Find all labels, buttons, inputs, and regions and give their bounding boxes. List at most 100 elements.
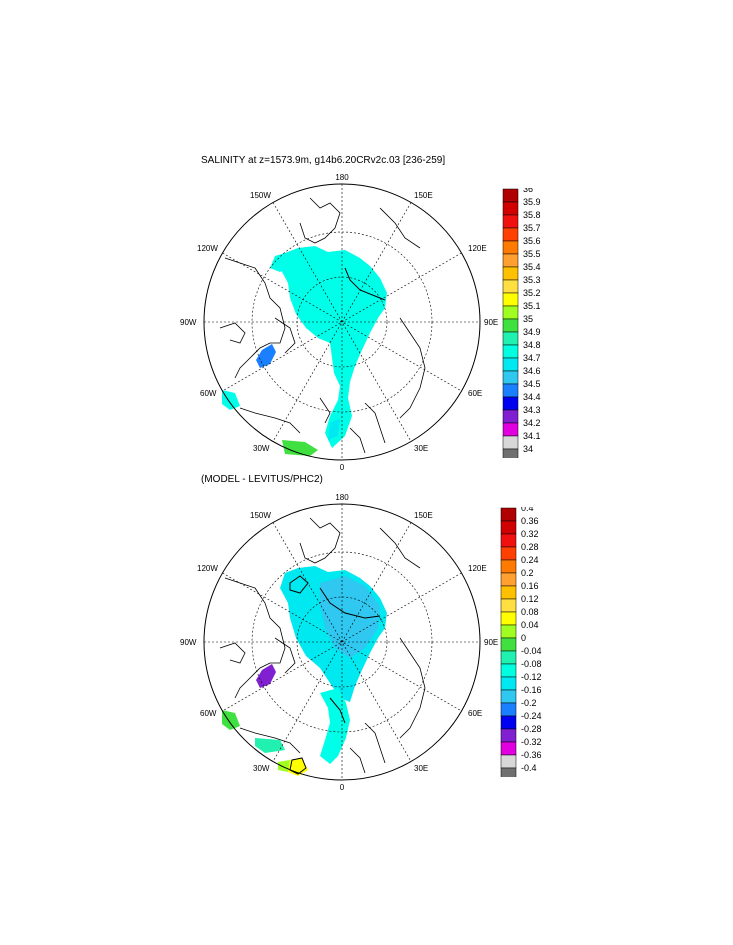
lon-label-150e: 150E — [414, 511, 433, 520]
colorbar-label: 34.3 — [523, 405, 541, 415]
colorbar-label: 0.12 — [521, 594, 539, 604]
colorbar-swatch — [500, 715, 517, 730]
colorbar-swatch — [502, 344, 519, 359]
lon-label-90w: 90W — [180, 638, 197, 647]
colorbar-swatch — [500, 702, 517, 717]
colorbar-label: 34.1 — [523, 431, 541, 441]
lon-label-90e: 90E — [484, 638, 498, 647]
colorbar-swatch — [502, 331, 519, 346]
fill-canada-basin-extra — [270, 253, 288, 272]
colorbar-label: 35.6 — [523, 236, 541, 246]
lon-label-0: 0 — [340, 783, 345, 792]
colorbar-swatch — [500, 507, 517, 522]
colorbar-swatch — [502, 318, 519, 333]
colorbar-label: 34.5 — [523, 379, 541, 389]
colorbar-label: 35.9 — [523, 197, 541, 207]
lon-label-150w: 150W — [250, 511, 271, 520]
fill-arctic-basin — [280, 246, 387, 448]
colorbar-label: -0.28 — [521, 724, 542, 734]
colorbar-label: 35 — [523, 314, 533, 324]
colorbar-swatch — [502, 448, 519, 458]
colorbar-label: 0.04 — [521, 620, 539, 630]
colorbar-label: 35.7 — [523, 223, 541, 233]
colorbar-label: 34.2 — [523, 418, 541, 428]
colorbar-label: -0.08 — [521, 659, 542, 669]
colorbar-label: 0 — [521, 633, 526, 643]
lon-label-120e: 120E — [468, 564, 487, 573]
colorbar-swatch — [502, 240, 519, 255]
fill-nordic-light — [328, 418, 340, 440]
colorbar-label: -0.12 — [521, 672, 542, 682]
colorbar-swatch — [500, 728, 517, 743]
colorbar-label: 35.3 — [523, 275, 541, 285]
colorbar-label: 35.4 — [523, 262, 541, 272]
fill-arctic-lightblue — [320, 576, 380, 658]
lon-label-90w: 90W — [180, 318, 197, 327]
lon-label-60w: 60W — [200, 389, 217, 398]
fill-atlantic-lime — [278, 760, 290, 772]
fill-nordic-diff — [320, 688, 350, 764]
colorbar-swatch — [502, 279, 519, 294]
panel-2-title: (MODEL - LEVITUS/PHC2) — [201, 474, 323, 485]
panel-1-colorbar: 36 35.9 35.8 35.7 35.6 35.5 35.4 35.3 35.2 35.1 35… — [502, 188, 541, 458]
colorbar-label: 35.1 — [523, 301, 541, 311]
colorbar-label: 36 — [523, 188, 533, 194]
panel-1-map: 180 0 90W 90E 150W 120W 150E 120E 60W 30… — [180, 173, 498, 472]
colorbar-label: 34 — [523, 444, 533, 454]
fill-atlantic-green — [282, 440, 318, 456]
fill-labrador-green — [222, 710, 240, 730]
lon-label-60e: 60E — [468, 389, 482, 398]
colorbar-swatch — [502, 214, 519, 229]
colorbar-swatch — [502, 435, 519, 450]
lon-label-0: 0 — [340, 463, 345, 472]
colorbar-swatch — [500, 754, 517, 769]
colorbar-swatch — [500, 663, 517, 678]
lon-label-150e: 150E — [414, 191, 433, 200]
lon-label-60w: 60W — [200, 709, 217, 718]
colorbar-label: -0.04 — [521, 646, 542, 656]
panel-2-contour-lines — [289, 575, 381, 775]
panel-1-title: SALINITY at z=1573.9m, g14b6.20CRv2c.03 … — [201, 155, 446, 166]
colorbar-swatch — [500, 767, 517, 777]
fill-baffin-purple — [256, 664, 276, 688]
colorbar-swatch — [502, 422, 519, 437]
colorbar-swatch — [500, 598, 517, 613]
panel-1-coastlines — [219, 197, 426, 454]
lon-label-60e: 60E — [468, 709, 482, 718]
panel-2-coastlines — [219, 517, 426, 774]
colorbar-swatch — [500, 611, 517, 626]
colorbar-label: -0.36 — [521, 750, 542, 760]
colorbar-swatch — [500, 689, 517, 704]
lon-label-30e: 30E — [414, 764, 428, 773]
colorbar-label: 0.32 — [521, 529, 539, 539]
colorbar-label: 0.16 — [521, 581, 539, 591]
colorbar-label: -0.32 — [521, 737, 542, 747]
colorbar-label: -0.4 — [521, 763, 537, 773]
colorbar-swatch — [500, 650, 517, 665]
colorbar-label: -0.24 — [521, 711, 542, 721]
colorbar-swatch — [500, 546, 517, 561]
colorbar-label: 0.28 — [521, 542, 539, 552]
colorbar-swatch — [500, 624, 517, 639]
colorbar-label: 35.5 — [523, 249, 541, 259]
lon-label-120w: 120W — [197, 564, 218, 573]
colorbar-label: 34.8 — [523, 340, 541, 350]
colorbar-swatch — [500, 676, 517, 691]
colorbar-swatch — [502, 227, 519, 242]
colorbar-swatch — [502, 292, 519, 307]
lon-label-90e: 90E — [484, 318, 498, 327]
colorbar-label: -0.2 — [521, 698, 537, 708]
colorbar-swatch — [502, 305, 519, 320]
fill-baffin-blue — [256, 344, 276, 368]
panel-2-graticule — [204, 504, 480, 780]
colorbar-label: 35.8 — [523, 210, 541, 220]
colorbar-label: 34.9 — [523, 327, 541, 337]
fill-atlantic-teal — [255, 738, 285, 753]
lon-label-30w: 30W — [253, 444, 270, 453]
colorbar-swatch — [500, 741, 517, 756]
lon-label-30w: 30W — [253, 764, 270, 773]
colorbar-swatch — [502, 266, 519, 281]
panel-1-salinity-fill — [222, 246, 387, 456]
lon-label-180: 180 — [335, 493, 349, 502]
panel-2-lon-labels: 180 0 90W 90E 150W 120W 150E 120E 60W 30… — [180, 493, 498, 792]
